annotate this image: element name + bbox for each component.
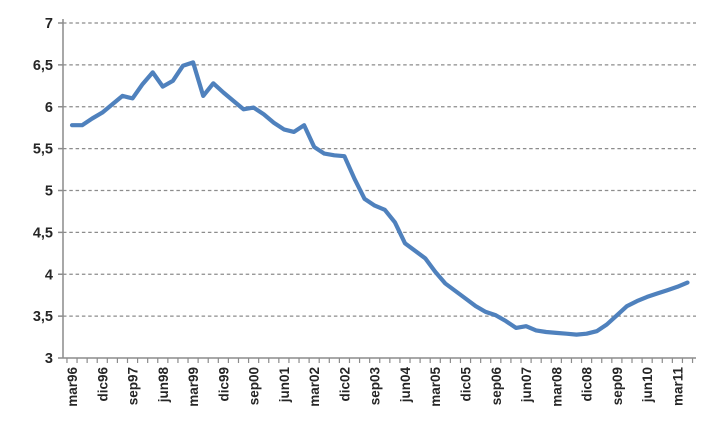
x-tick-label: jun01 bbox=[277, 367, 292, 404]
y-tick-label: 6 bbox=[45, 100, 53, 116]
x-tick-label: sep00 bbox=[247, 367, 262, 405]
x-tick-label: jun04 bbox=[398, 367, 413, 404]
x-tick-label: jun07 bbox=[519, 367, 534, 403]
x-tick-label: mar96 bbox=[65, 367, 80, 407]
data-series-line bbox=[69, 60, 690, 337]
x-tick-label: mar05 bbox=[428, 367, 443, 407]
x-tick-label: dic99 bbox=[216, 367, 231, 402]
x-tick-label: mar02 bbox=[307, 367, 322, 407]
x-tick-label: dic05 bbox=[459, 367, 474, 402]
x-tick-label: sep09 bbox=[610, 367, 625, 405]
y-tick-label: 7 bbox=[45, 16, 53, 32]
x-tick-label: dic02 bbox=[337, 367, 352, 402]
x-tick-label: mar99 bbox=[186, 367, 201, 407]
x-tick-label: jun10 bbox=[640, 367, 655, 403]
x-tick-label: sep97 bbox=[126, 367, 141, 405]
x-tick-label: sep03 bbox=[368, 367, 383, 406]
x-tick-label: dic08 bbox=[580, 367, 595, 402]
x-tick-label: mar08 bbox=[549, 367, 564, 407]
y-tick-label: 6,5 bbox=[33, 58, 53, 74]
x-tick-label: mar11 bbox=[670, 367, 685, 407]
x-tick-label: dic96 bbox=[95, 367, 110, 402]
x-tick-label: jun98 bbox=[156, 367, 171, 404]
y-tick-label: 4 bbox=[45, 267, 53, 283]
y-tick-label: 3 bbox=[45, 351, 53, 367]
y-tick-label: 5,5 bbox=[33, 142, 53, 158]
y-tick-label: 4,5 bbox=[33, 225, 53, 241]
y-tick-label: 5 bbox=[45, 184, 53, 200]
x-tick-label: sep06 bbox=[489, 367, 504, 406]
y-tick-label: 3,5 bbox=[33, 309, 53, 325]
